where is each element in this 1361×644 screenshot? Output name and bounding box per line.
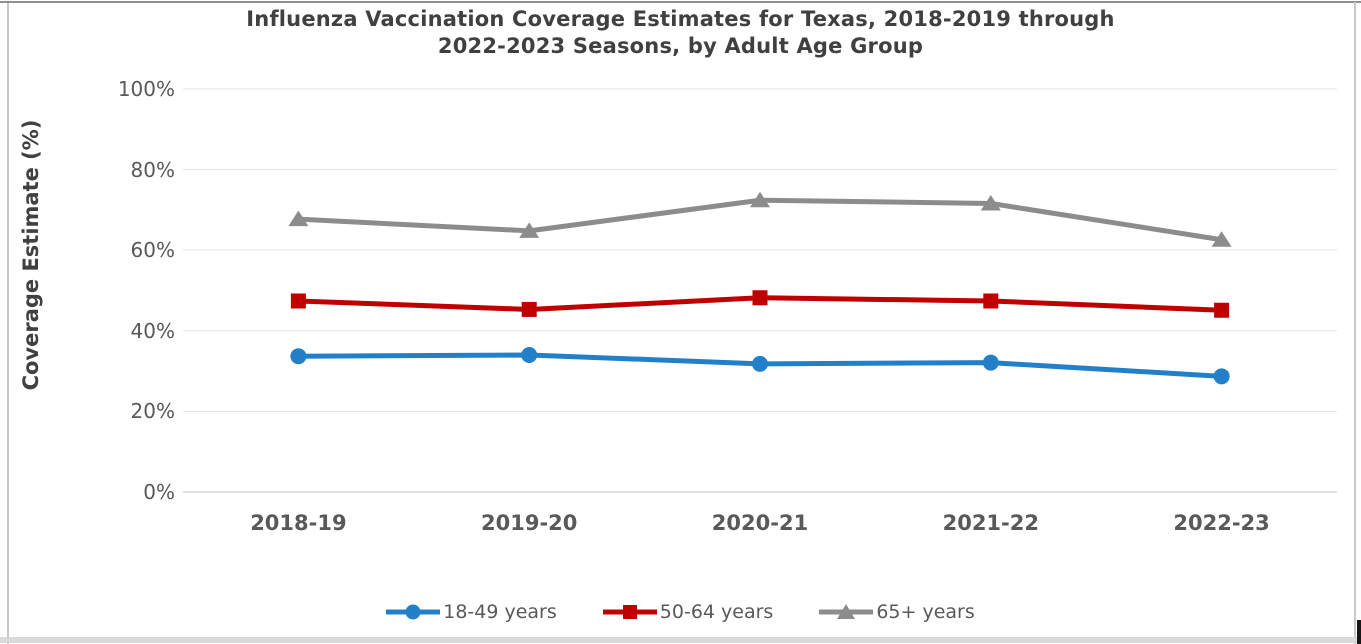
x-tick-label-2021-22: 2021-22 xyxy=(942,511,1039,535)
window-border-left xyxy=(7,3,9,644)
data-point-18-49-years-2022-23 xyxy=(1213,368,1230,385)
data-point-18-49-years-2019-20 xyxy=(521,346,538,363)
x-tick-label-2020-21: 2020-21 xyxy=(711,511,809,535)
legend-label: 50-64 years xyxy=(659,601,774,623)
data-point-65-years-2021-22 xyxy=(980,194,1001,211)
legend-item-65-years[interactable]: 65+ years xyxy=(819,601,975,623)
data-point-50-64-years-2019-20 xyxy=(521,301,537,317)
data-point-50-64-years-2022-23 xyxy=(1214,302,1230,318)
circle-legend-marker-icon xyxy=(386,604,441,620)
x-tick-label-2018-19: 2018-19 xyxy=(250,511,347,535)
window-border-bottom xyxy=(0,637,1361,643)
chart-title-line1: Influenza Vaccination Coverage Estimates… xyxy=(246,7,1115,31)
legend-item-18-49-years[interactable]: 18-49 years xyxy=(386,601,557,623)
y-tick-label-60: 60% xyxy=(130,238,175,263)
y-tick-label-80: 80% xyxy=(130,157,175,182)
chart-title-line2: 2022-2023 Seasons, by Adult Age Group xyxy=(437,34,924,58)
data-point-65-years-2019-20 xyxy=(519,222,540,238)
data-point-50-64-years-2020-21 xyxy=(752,290,768,306)
chart-title: Influenza Vaccination Coverage Estimates… xyxy=(0,6,1361,60)
legend-item-50-64-years[interactable]: 50-64 years xyxy=(602,601,774,623)
y-tick-label-20: 20% xyxy=(130,399,175,424)
window-border-top xyxy=(0,1,1361,3)
plot-area xyxy=(183,88,1337,493)
legend-label: 18-49 years xyxy=(443,601,557,623)
data-point-65-years-2022-23 xyxy=(1211,231,1232,247)
window-border-right xyxy=(1354,2,1356,644)
data-point-18-49-years-2021-22 xyxy=(982,354,999,371)
y-axis-title: Coverage Estimate (%) xyxy=(19,119,43,391)
y-tick-label-40: 40% xyxy=(130,318,175,343)
y-tick-label-0: 0% xyxy=(143,480,175,504)
x-tick-label-2022-23: 2022-23 xyxy=(1173,511,1270,535)
data-point-18-49-years-2020-21 xyxy=(752,355,768,372)
data-point-65-years-2020-21 xyxy=(750,191,770,208)
data-point-18-49-years-2018-19 xyxy=(290,348,307,365)
x-tick-label-2019-20: 2019-20 xyxy=(480,511,578,535)
square-legend-marker-icon xyxy=(602,605,657,619)
triangle-legend-marker-icon xyxy=(819,604,874,619)
data-point-50-64-years-2021-22 xyxy=(983,293,999,309)
y-tick-label-100: 100% xyxy=(117,77,175,101)
scrollbar-corner-bar xyxy=(1357,620,1361,644)
legend-label: 65+ years xyxy=(876,601,975,623)
data-point-65-years-2018-19 xyxy=(288,210,309,227)
legend: 18-49 years 50-64 years 65+ years xyxy=(0,597,1361,627)
data-point-50-64-years-2018-19 xyxy=(290,293,306,309)
